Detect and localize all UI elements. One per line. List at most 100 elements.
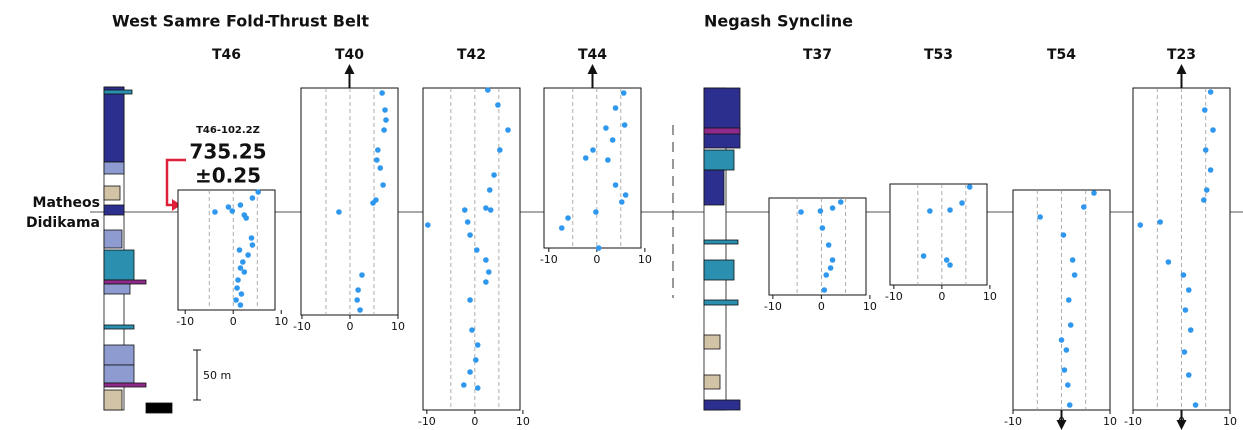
data-point [237,247,243,253]
data-point [590,147,596,153]
tie-label: Didikama [26,215,100,231]
data-point [1208,89,1214,95]
data-point [1061,232,1067,238]
x-tick-label: -10 [1004,415,1022,428]
x-tick-label: -10 [1124,415,1142,428]
data-point [474,247,480,253]
x-tick-label: 0 [818,300,825,313]
data-point [1068,322,1074,328]
data-point [505,127,511,133]
data-point [830,205,836,211]
panel-frame [890,184,987,285]
panel-title: T40 [335,47,364,63]
data-point [255,189,261,195]
data-point [483,279,489,285]
data-point [238,302,244,308]
data-point [828,265,834,271]
data-point [467,232,473,238]
data-point [820,225,826,231]
arrow-head [345,64,355,74]
data-point [1186,287,1192,293]
data-point [1186,372,1192,378]
x-tick-label: 0 [471,415,478,428]
data-point [565,215,571,221]
data-point [1182,349,1188,355]
data-point [959,200,965,206]
data-point [359,272,365,278]
data-point [947,262,953,268]
data-point [336,209,342,215]
data-point [212,209,218,215]
data-point [621,90,627,96]
data-point [798,209,804,215]
x-tick-label: 0 [593,253,600,266]
data-point [559,225,565,231]
arrow-head [588,64,598,74]
data-point [377,165,383,171]
data-point [613,105,619,111]
x-tick-label: -10 [540,253,558,266]
data-point [622,122,628,128]
data-point [250,195,256,201]
data-point [593,209,599,215]
data-point [1062,367,1068,373]
data-point [1137,222,1143,228]
panel-frame [544,88,641,248]
data-point [1091,190,1097,196]
data-point [967,184,973,190]
data-point [461,382,467,388]
panel-frame [423,88,520,410]
data-point [613,182,619,188]
data-point [380,182,386,188]
heading: West Samre Fold-Thrust Belt [112,12,369,31]
data-point [425,222,431,228]
data-point [1202,107,1208,113]
data-point [486,269,492,275]
data-point [381,127,387,133]
data-point [375,147,381,153]
panel-frame [1013,190,1110,410]
age-label: 735.25 [189,140,266,164]
error-label: ±0.25 [195,164,261,188]
data-point [596,245,602,251]
data-point [475,342,481,348]
data-point [354,297,360,303]
panel-title: T46 [212,47,241,63]
data-point [921,253,927,259]
data-point [1037,214,1043,220]
data-point [610,137,616,143]
x-tick-label: -10 [176,315,194,328]
x-tick-label: 10 [983,290,997,303]
data-point [1067,402,1073,408]
data-point [1201,197,1207,203]
data-point [1208,167,1214,173]
data-point [1188,327,1194,333]
data-point [821,287,827,293]
x-tick-label: 0 [346,320,353,333]
data-point [495,102,501,108]
data-point [488,207,494,213]
data-point [473,357,479,363]
data-point [245,252,251,258]
panel-title: T37 [803,47,832,63]
x-tick-label: 0 [938,290,945,303]
data-point [1064,347,1070,353]
data-point [483,205,489,211]
panel-title: T23 [1167,47,1196,63]
data-point [370,200,376,206]
data-point [1210,127,1216,133]
data-point [1181,272,1187,278]
sample-label: T46-102.2Z [196,125,260,136]
panel-title: T54 [1047,47,1076,63]
data-point [250,242,256,248]
data-point [603,125,609,131]
tie-label: Matheos [33,195,100,211]
data-point [1072,272,1078,278]
x-tick-label: 0 [230,315,237,328]
column-right [704,88,740,410]
data-point [229,208,235,214]
arrow-head [1177,64,1187,74]
x-tick-label: -10 [418,415,436,428]
data-point [485,87,491,93]
data-point [374,157,380,163]
